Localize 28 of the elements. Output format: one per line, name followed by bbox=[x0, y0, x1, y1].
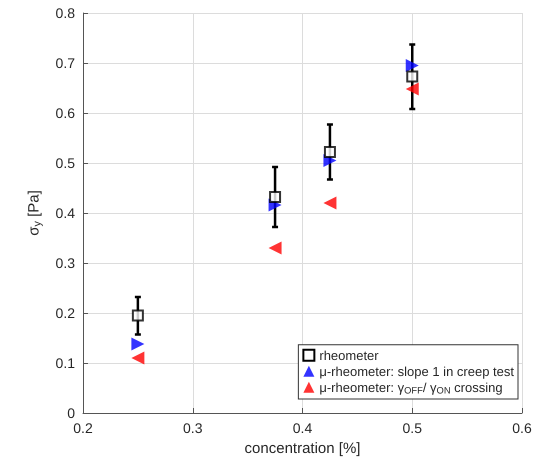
point bbox=[406, 59, 419, 72]
point bbox=[323, 196, 336, 210]
point bbox=[269, 191, 282, 203]
x-axis-title: concentration [%] bbox=[244, 440, 360, 457]
y-tick-label: 0.4 bbox=[56, 205, 76, 221]
point bbox=[132, 310, 144, 322]
y-tick-label: 0.2 bbox=[56, 305, 76, 321]
point bbox=[406, 82, 419, 96]
point bbox=[406, 70, 418, 82]
point bbox=[131, 338, 144, 350]
y-tick-label: 0.5 bbox=[56, 155, 76, 171]
x-tick-label: 0.4 bbox=[292, 420, 312, 436]
x-tick-label: 0.6 bbox=[512, 420, 532, 436]
x-tick-label: 0.3 bbox=[183, 420, 203, 436]
y-tick-label: 0.6 bbox=[56, 105, 76, 121]
y-tick-label: 0 bbox=[67, 405, 76, 421]
legend-label: rheometer bbox=[319, 348, 380, 363]
legend-label: μ-rheometer: slope 1 in creep test bbox=[319, 364, 514, 379]
point bbox=[268, 242, 282, 254]
y-tick-label: 0.8 bbox=[56, 5, 76, 21]
x-tick-label: 0.2 bbox=[73, 420, 93, 436]
point bbox=[324, 146, 336, 158]
y-tick-label: 0.7 bbox=[56, 55, 76, 71]
y-tick-label: 0.1 bbox=[56, 355, 76, 371]
y-tick-label: 0.3 bbox=[56, 255, 76, 271]
point bbox=[131, 352, 144, 364]
x-tick-label: 0.5 bbox=[402, 420, 422, 436]
y-axis-title: σy [Pa] bbox=[25, 190, 44, 236]
